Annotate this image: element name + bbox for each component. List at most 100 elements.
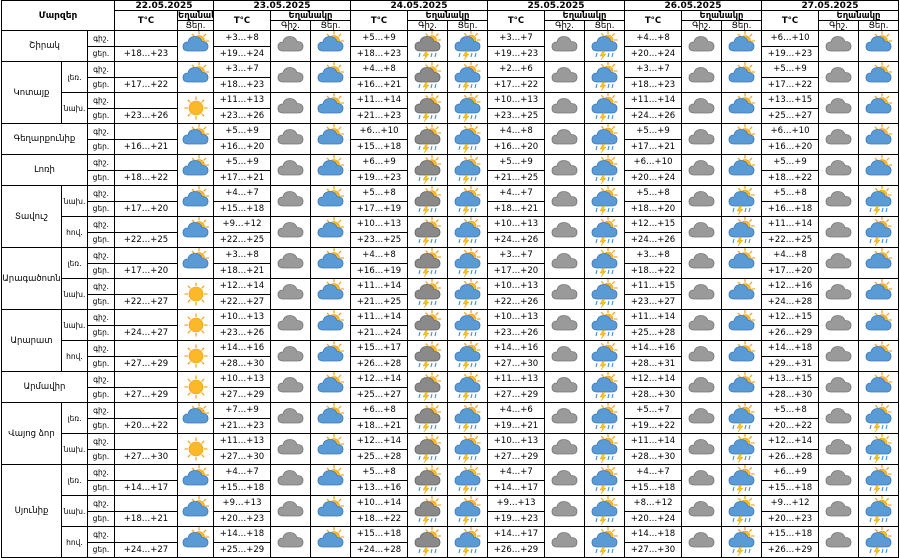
temperature-cell: +4…+7 [624, 464, 682, 481]
temperature-cell: +19…+23 [487, 45, 545, 62]
cloudy-icon [820, 373, 858, 402]
night-weather-cell [544, 185, 585, 217]
partly-cloudy-lightning-rain-icon [449, 434, 487, 464]
temperature-cell: +22…+25 [761, 231, 819, 248]
temperature-cell: +26…+28 [350, 355, 408, 372]
cloud-lightning-rain-icon [409, 62, 447, 92]
table-row: հով. գիշ. +14…+16 +15…+17 +14…+16 +14…+16 +14…… [2, 340, 899, 372]
temperature-cell [114, 61, 178, 78]
night-weather-cell [544, 526, 585, 558]
night-weather-cell [407, 340, 448, 372]
cloudy-icon [683, 311, 721, 340]
temperature-cell: +20…+24 [624, 45, 682, 62]
date-header: 22.05.2025 [114, 0, 214, 11]
cloudy-icon [272, 218, 310, 247]
partly-cloudy-lightning-rain-icon [860, 465, 898, 495]
temperature-cell: +22…+25 [114, 231, 178, 248]
cloudy-icon [272, 373, 310, 402]
partly-cloudy-icon [860, 279, 898, 309]
zone-label: հով. [61, 216, 88, 248]
time-label: ցեր. [87, 510, 115, 527]
temperature-cell: +5…+9 [761, 61, 819, 78]
temperature-cell: +5…+9 [761, 154, 819, 171]
zone-label: նախ. [61, 185, 88, 217]
cloudy-icon [820, 528, 858, 557]
temperature-cell: +17…+21 [213, 169, 271, 186]
temperature-cell: +13…+15 [761, 371, 819, 388]
night-weather-cell [270, 185, 311, 217]
night-weather-cell [270, 61, 311, 93]
partly-cloudy-lightning-rain-icon [586, 155, 624, 185]
day-weather-cell [721, 278, 762, 310]
temperature-cell: +12…+14 [350, 371, 408, 388]
partly-cloudy-icon [312, 31, 350, 61]
time-label: գիշ. [87, 61, 115, 78]
partly-cloudy-lightning-rain-icon [449, 279, 487, 309]
region-name: Սյունիք [1, 464, 62, 558]
night-weather-cell [818, 154, 859, 186]
time-label: ցեր. [87, 324, 115, 341]
partly-cloudy-lightning-rain-icon [723, 496, 761, 526]
temperature-cell: +9…+13 [487, 495, 545, 512]
weather-cell [177, 123, 214, 155]
temperature-cell: +12…+14 [761, 433, 819, 450]
day-weather-cell [447, 247, 488, 279]
day-weather-cell [584, 340, 625, 372]
partly-cloudy-lightning-rain-icon [449, 248, 487, 278]
cloudy-icon [546, 280, 584, 309]
temp-header: T°C [761, 10, 819, 31]
weather-cell [177, 464, 214, 496]
night-weather-cell [818, 30, 859, 62]
temperature-cell: +10…+13 [350, 216, 408, 233]
night-weather-cell [544, 61, 585, 93]
temperature-cell [114, 464, 178, 481]
night-weather-cell [681, 433, 722, 465]
temperature-cell: +17…+20 [761, 262, 819, 279]
night-weather-cell [681, 402, 722, 434]
partly-cloudy-icon [179, 403, 213, 433]
weather-cell [177, 185, 214, 217]
partly-cloudy-lightning-rain-icon [723, 186, 761, 216]
cloud-lightning-rain-icon [409, 31, 447, 61]
partly-cloudy-lightning-rain-icon [449, 465, 487, 495]
temperature-cell [114, 371, 178, 388]
partly-cloudy-icon [860, 124, 898, 154]
cloud-lightning-rain-icon [409, 248, 447, 278]
day-label: Ցեր. [177, 20, 214, 31]
day-weather-cell [447, 30, 488, 62]
day-weather-cell [310, 185, 351, 217]
day-weather-cell [858, 278, 899, 310]
temperature-cell [114, 309, 178, 326]
partly-cloudy-icon [312, 186, 350, 216]
temperature-cell: +18…+23 [350, 45, 408, 62]
night-weather-cell [544, 340, 585, 372]
night-weather-cell [544, 433, 585, 465]
temperature-cell: +25…+27 [761, 107, 819, 124]
zone-label: հով. [61, 526, 88, 558]
cloudy-icon [820, 218, 858, 247]
partly-cloudy-icon [860, 93, 898, 123]
temperature-cell: +4…+7 [213, 464, 271, 481]
temperature-cell: +5…+9 [350, 30, 408, 47]
temperature-cell: +17…+20 [114, 262, 178, 279]
temperature-cell: +5…+8 [761, 185, 819, 202]
day-weather-cell [447, 123, 488, 155]
table-row: ցեր. +20…+22 +21…+23 +18…+21 +19…+21 +19…+22 +… [2, 417, 899, 434]
temperature-cell: +27…+29 [114, 386, 178, 403]
time-label: ցեր. [87, 355, 115, 372]
temperature-cell: +16…+21 [114, 138, 178, 155]
partly-cloudy-lightning-rain-icon [449, 310, 487, 340]
day-weather-cell [447, 371, 488, 403]
cloudy-icon [272, 125, 310, 154]
partly-cloudy-icon [312, 403, 350, 433]
temperature-cell [114, 340, 178, 357]
weather-cell [177, 402, 214, 434]
temperature-cell: +10…+13 [487, 309, 545, 326]
temperature-cell: +22…+27 [114, 293, 178, 310]
temperature-cell: +20…+23 [761, 510, 819, 527]
cloudy-icon [683, 280, 721, 309]
partly-cloudy-lightning-rain-icon [723, 527, 761, 557]
temperature-cell: +26…+28 [761, 448, 819, 465]
day-weather-cell [858, 433, 899, 465]
temperature-cell: +5…+8 [761, 402, 819, 419]
